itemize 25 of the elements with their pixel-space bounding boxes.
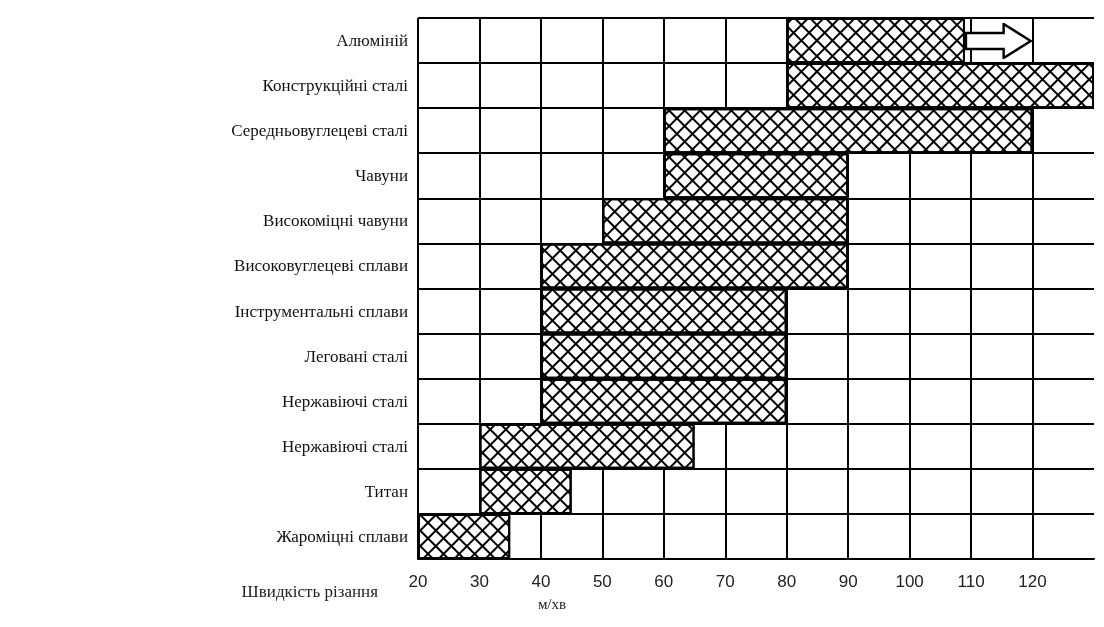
y-tick-label: Леговані сталі <box>304 346 409 366</box>
y-tick-label: Нержавіючі сталі <box>281 436 409 456</box>
y-tick-label: Нержавіючі сталі <box>281 391 409 411</box>
y-tick-label: Жароміцні сплави <box>276 526 408 546</box>
x-tick-label: 100 <box>895 572 924 591</box>
y-tick-label: Алюміній <box>336 31 408 51</box>
text: м/хв <box>537 595 567 612</box>
x-tick-label: 120 <box>1018 572 1047 591</box>
y-tick-label: Інструментальні сплави <box>234 301 408 321</box>
y-tick-label: Титан <box>364 481 408 501</box>
x-tick-label: 70 <box>715 572 735 591</box>
x-tick-label: 80 <box>777 572 797 591</box>
x-tick-label: 60 <box>654 572 674 591</box>
y-tick-label: Середньовуглецеві сталі <box>231 121 409 141</box>
y-tick-label: Високовуглецеві сплави <box>234 256 408 276</box>
x-tick-label: 110 <box>957 572 985 591</box>
y-tick-label: Конструкційні сталі <box>262 76 409 96</box>
y-tick-label: Чавуни <box>355 166 408 186</box>
x-tick-label: 30 <box>469 572 489 591</box>
x-tick-label: 20 <box>408 572 428 591</box>
y-tick-label: Високоміцні чавуни <box>263 211 408 231</box>
x-tick-label: 50 <box>592 572 612 591</box>
x-tick-label: 90 <box>838 572 858 591</box>
x-axis-title: Швидкість різання <box>241 582 379 601</box>
x-tick-label: 40 <box>531 572 551 591</box>
